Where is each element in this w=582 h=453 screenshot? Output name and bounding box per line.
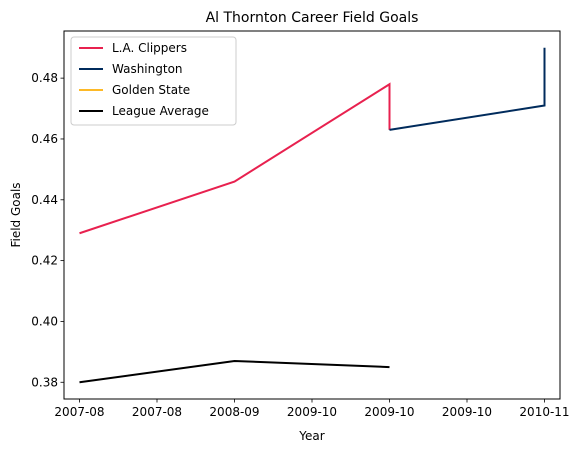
- legend-box: [70, 36, 237, 126]
- legend: L.A. Clippers Washington Golden State Leagu…: [70, 36, 237, 126]
- legend-label-league-average: League Average: [112, 104, 209, 118]
- series-line-l-a-clippers: [79, 82, 391, 235]
- x-tick-label: 2008-09: [209, 405, 259, 419]
- y-tick-label: 0.44: [31, 193, 58, 207]
- x-axis-ticks: 2007-08 2007-08 2008-09 2009-10 2009-10 2009-…: [54, 399, 570, 419]
- plot-frame: [63, 30, 561, 400]
- x-tick-label: 2009-10: [442, 405, 492, 419]
- x-tick-label: 2007-08: [132, 405, 182, 419]
- legend-label-washington: Washington: [112, 62, 183, 76]
- y-tick-label: 0.38: [31, 375, 58, 389]
- x-tick-label: 2007-08: [54, 405, 104, 419]
- legend-label-l-a-clippers: L.A. Clippers: [112, 41, 187, 55]
- series-line-washington: [389, 47, 546, 131]
- y-tick-label: 0.48: [31, 71, 58, 85]
- y-tick-label: 0.42: [31, 254, 58, 268]
- y-axis-ticks: 0.38 0.40 0.42 0.44 0.46 0.48: [31, 71, 64, 389]
- y-axis-label: Field Goals: [9, 182, 23, 247]
- x-tick-label: 2009-10: [364, 405, 414, 419]
- y-tick-label: 0.40: [31, 314, 58, 328]
- x-axis-label: Year: [298, 429, 324, 443]
- legend-label-golden-state: Golden State: [112, 83, 190, 97]
- x-tick-label: 2009-10: [287, 405, 337, 419]
- series-lines: [79, 47, 546, 384]
- y-tick-label: 0.46: [31, 132, 58, 146]
- series-line-league-average: [79, 359, 390, 384]
- x-tick-label: 2010-11: [519, 405, 569, 419]
- chart-title: Al Thornton Career Field Goals: [206, 10, 419, 26]
